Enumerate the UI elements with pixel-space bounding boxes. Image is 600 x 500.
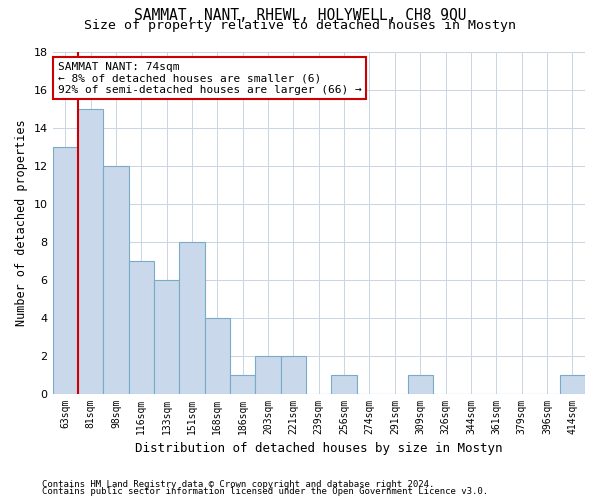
Bar	[53, 146, 78, 394]
Bar	[154, 280, 179, 394]
Text: Size of property relative to detached houses in Mostyn: Size of property relative to detached ho…	[84, 19, 516, 32]
Text: SAMMAT NANT: 74sqm
← 8% of detached houses are smaller (6)
92% of semi-detached : SAMMAT NANT: 74sqm ← 8% of detached hous…	[58, 62, 362, 95]
Bar	[205, 318, 230, 394]
Y-axis label: Number of detached properties: Number of detached properties	[15, 119, 28, 326]
Bar	[281, 356, 306, 394]
Bar	[128, 260, 154, 394]
Bar	[179, 242, 205, 394]
Bar	[230, 374, 256, 394]
X-axis label: Distribution of detached houses by size in Mostyn: Distribution of detached houses by size …	[135, 442, 503, 455]
Text: SAMMAT, NANT, RHEWL, HOLYWELL, CH8 9QU: SAMMAT, NANT, RHEWL, HOLYWELL, CH8 9QU	[134, 8, 466, 22]
Bar	[256, 356, 281, 394]
Text: Contains public sector information licensed under the Open Government Licence v3: Contains public sector information licen…	[42, 487, 488, 496]
Bar	[560, 374, 585, 394]
Bar	[331, 374, 357, 394]
Bar	[407, 374, 433, 394]
Text: Contains HM Land Registry data © Crown copyright and database right 2024.: Contains HM Land Registry data © Crown c…	[42, 480, 434, 489]
Bar	[103, 166, 128, 394]
Bar	[78, 108, 103, 394]
